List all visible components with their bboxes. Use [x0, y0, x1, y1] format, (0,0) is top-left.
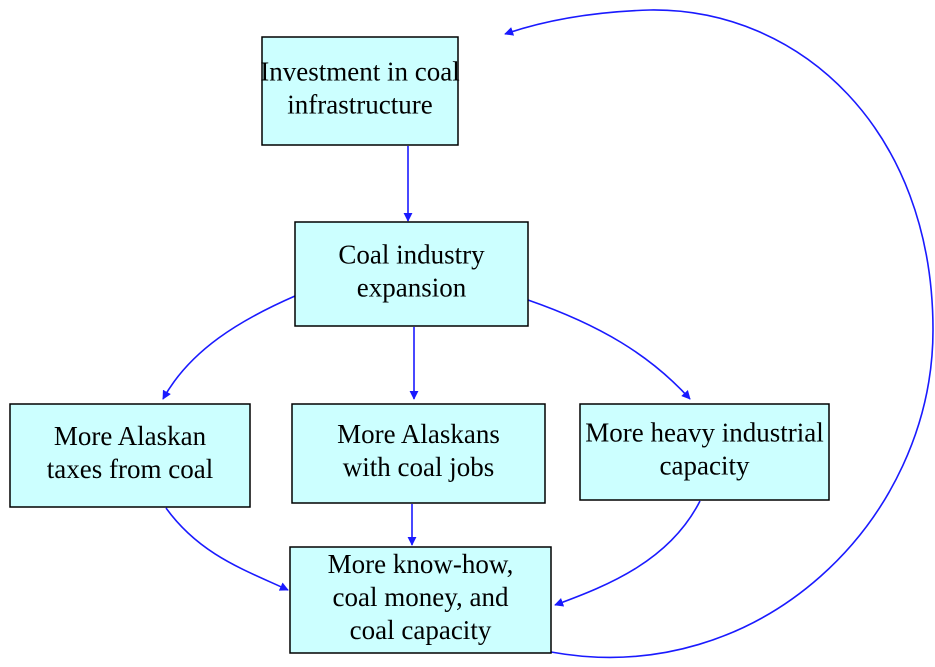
node-label: infrastructure [287, 90, 432, 120]
edge [554, 500, 701, 607]
edge [162, 295, 296, 400]
node-label: with coal jobs [343, 452, 494, 482]
node-label: More Alaskan [54, 421, 207, 451]
edges [162, 9, 934, 658]
node-box [9, 403, 251, 508]
node-label: More heavy industrial [585, 418, 823, 448]
node-label: Coal industry [338, 240, 485, 270]
node-box [289, 546, 552, 654]
node-label: coal money, and [333, 582, 509, 612]
edge [165, 507, 289, 591]
edge [504, 9, 934, 658]
node-label: More know-how, [328, 549, 514, 579]
edge [527, 299, 691, 400]
node-label: expansion [357, 273, 467, 303]
node-label: Investment in coal [260, 57, 459, 87]
node-box [579, 403, 830, 501]
node-box [294, 221, 529, 327]
node-label: More Alaskans [337, 419, 500, 449]
node-box [291, 403, 546, 504]
node-label: capacity [660, 451, 750, 481]
node-label: coal capacity [350, 615, 492, 645]
node-box [261, 36, 459, 146]
node-label: taxes from coal [47, 454, 213, 484]
